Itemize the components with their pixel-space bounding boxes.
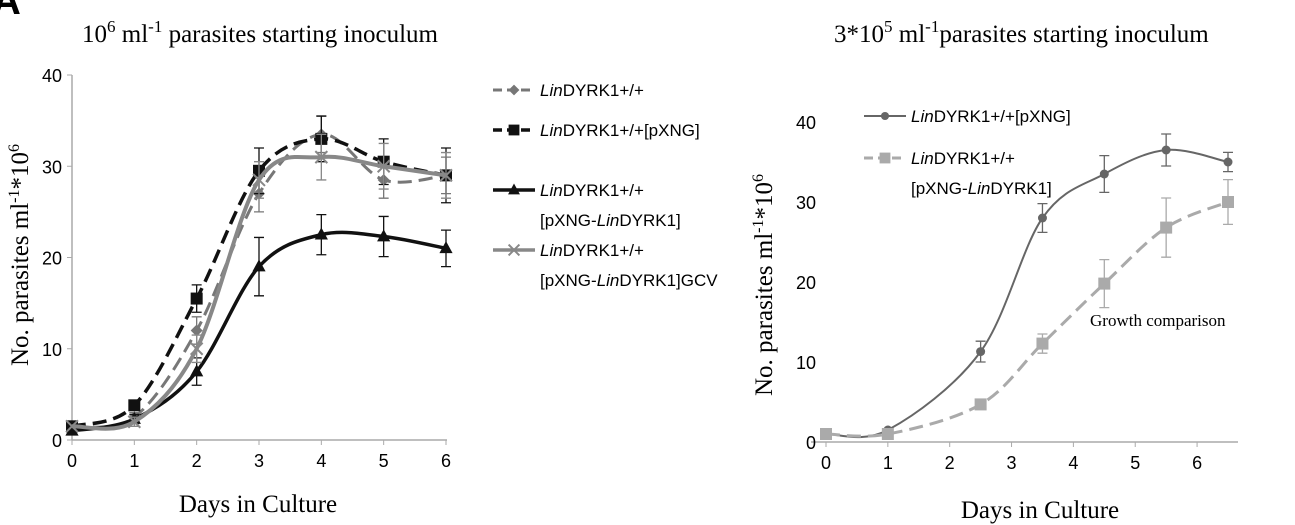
legend-label-3: LinDYRK1+/+ xyxy=(540,241,644,260)
y-tick-label: 10 xyxy=(796,353,816,373)
y-tick-label: 40 xyxy=(42,66,62,86)
data-point xyxy=(190,292,203,305)
data-point xyxy=(1160,221,1173,234)
chart-right-annotation: Growth comparison xyxy=(1090,311,1226,330)
chart-left-title: 106 ml-1 parasites starting inoculum xyxy=(82,17,439,48)
legend-marker-1 xyxy=(879,152,891,164)
data-point xyxy=(314,227,328,240)
x-tick-label: 1 xyxy=(129,451,139,471)
y-tick-label: 20 xyxy=(796,273,816,293)
y-tick-label: 10 xyxy=(42,340,62,360)
data-point xyxy=(252,173,266,187)
data-point xyxy=(314,150,329,164)
legend-marker-2 xyxy=(508,183,520,195)
data-point xyxy=(190,364,204,377)
data-point xyxy=(1036,337,1049,350)
x-tick-label: 2 xyxy=(945,453,955,473)
data-point xyxy=(189,342,204,356)
legend-label-2: LinDYRK1+/+ xyxy=(540,181,644,200)
x-tick-label: 0 xyxy=(67,451,77,471)
x-tick-label: 1 xyxy=(883,453,893,473)
y-tick-label: 30 xyxy=(42,157,62,177)
panel-letter: A xyxy=(0,0,21,23)
y-tick-label: 30 xyxy=(796,193,816,213)
chart-right-ylabel: No. parasites ml-1*106 xyxy=(750,174,778,396)
y-tick-label: 0 xyxy=(806,433,816,453)
data-point xyxy=(820,428,832,440)
chart-left-ylabel: No. parasites ml-1*106 xyxy=(6,144,34,366)
legend-label-1: LinDYRK1+/+ xyxy=(911,149,1015,168)
legend-marker-0 xyxy=(880,111,890,121)
chart-right: 3*105 ml-1parasites starting inoculum No… xyxy=(750,17,1238,524)
x-tick-label: 3 xyxy=(1007,453,1017,473)
x-tick-label: 6 xyxy=(441,451,451,471)
data-point xyxy=(974,398,987,411)
legend-marker-1 xyxy=(508,124,520,136)
data-point xyxy=(1223,157,1233,167)
chart-left-xlabel: Days in Culture xyxy=(179,491,337,518)
y-tick-label: 0 xyxy=(52,431,62,451)
legend-label-0: LinDYRK1+/+[pXNG] xyxy=(911,107,1071,126)
data-point xyxy=(252,259,266,272)
data-point xyxy=(127,415,142,429)
x-tick-label: 0 xyxy=(821,453,831,473)
data-point xyxy=(1037,213,1047,223)
legend-label-1: LinDYRK1+/+[pXNG] xyxy=(540,121,700,140)
chart-left: 106 ml-1 parasites starting inoculum No.… xyxy=(6,17,718,518)
y-tick-label: 20 xyxy=(42,249,62,269)
data-point xyxy=(376,159,391,173)
data-point xyxy=(65,423,79,436)
legend-label-1: [pXNG-LinDYRK1] xyxy=(911,179,1052,198)
data-point xyxy=(377,229,391,242)
legend-label-2: [pXNG-LinDYRK1] xyxy=(540,211,681,230)
x-tick-label: 5 xyxy=(1130,453,1140,473)
chart-right-xlabel: Days in Culture xyxy=(961,497,1119,524)
data-point xyxy=(190,324,203,337)
x-tick-label: 5 xyxy=(379,451,389,471)
data-point xyxy=(1098,277,1111,290)
data-point xyxy=(1099,169,1109,179)
x-tick-label: 6 xyxy=(1192,453,1202,473)
data-point xyxy=(128,399,141,412)
x-tick-label: 2 xyxy=(192,451,202,471)
data-point xyxy=(439,241,453,254)
y-tick-label: 40 xyxy=(796,113,816,133)
data-point xyxy=(1222,196,1234,208)
data-point xyxy=(1161,145,1171,155)
data-point xyxy=(881,428,894,440)
x-tick-label: 4 xyxy=(316,451,326,471)
data-point xyxy=(976,347,986,357)
legend-marker-3 xyxy=(507,243,521,257)
x-tick-label: 4 xyxy=(1068,453,1078,473)
data-point xyxy=(65,419,79,434)
legend-marker-0 xyxy=(508,84,520,96)
data-point xyxy=(439,168,453,183)
chart-right-title: 3*105 ml-1parasites starting inoculum xyxy=(834,17,1209,48)
legend-label-3: [pXNG-LinDYRK1]GCV xyxy=(540,271,718,290)
x-tick-label: 3 xyxy=(254,451,264,471)
legend-label-0: LinDYRK1+/+ xyxy=(540,81,644,100)
